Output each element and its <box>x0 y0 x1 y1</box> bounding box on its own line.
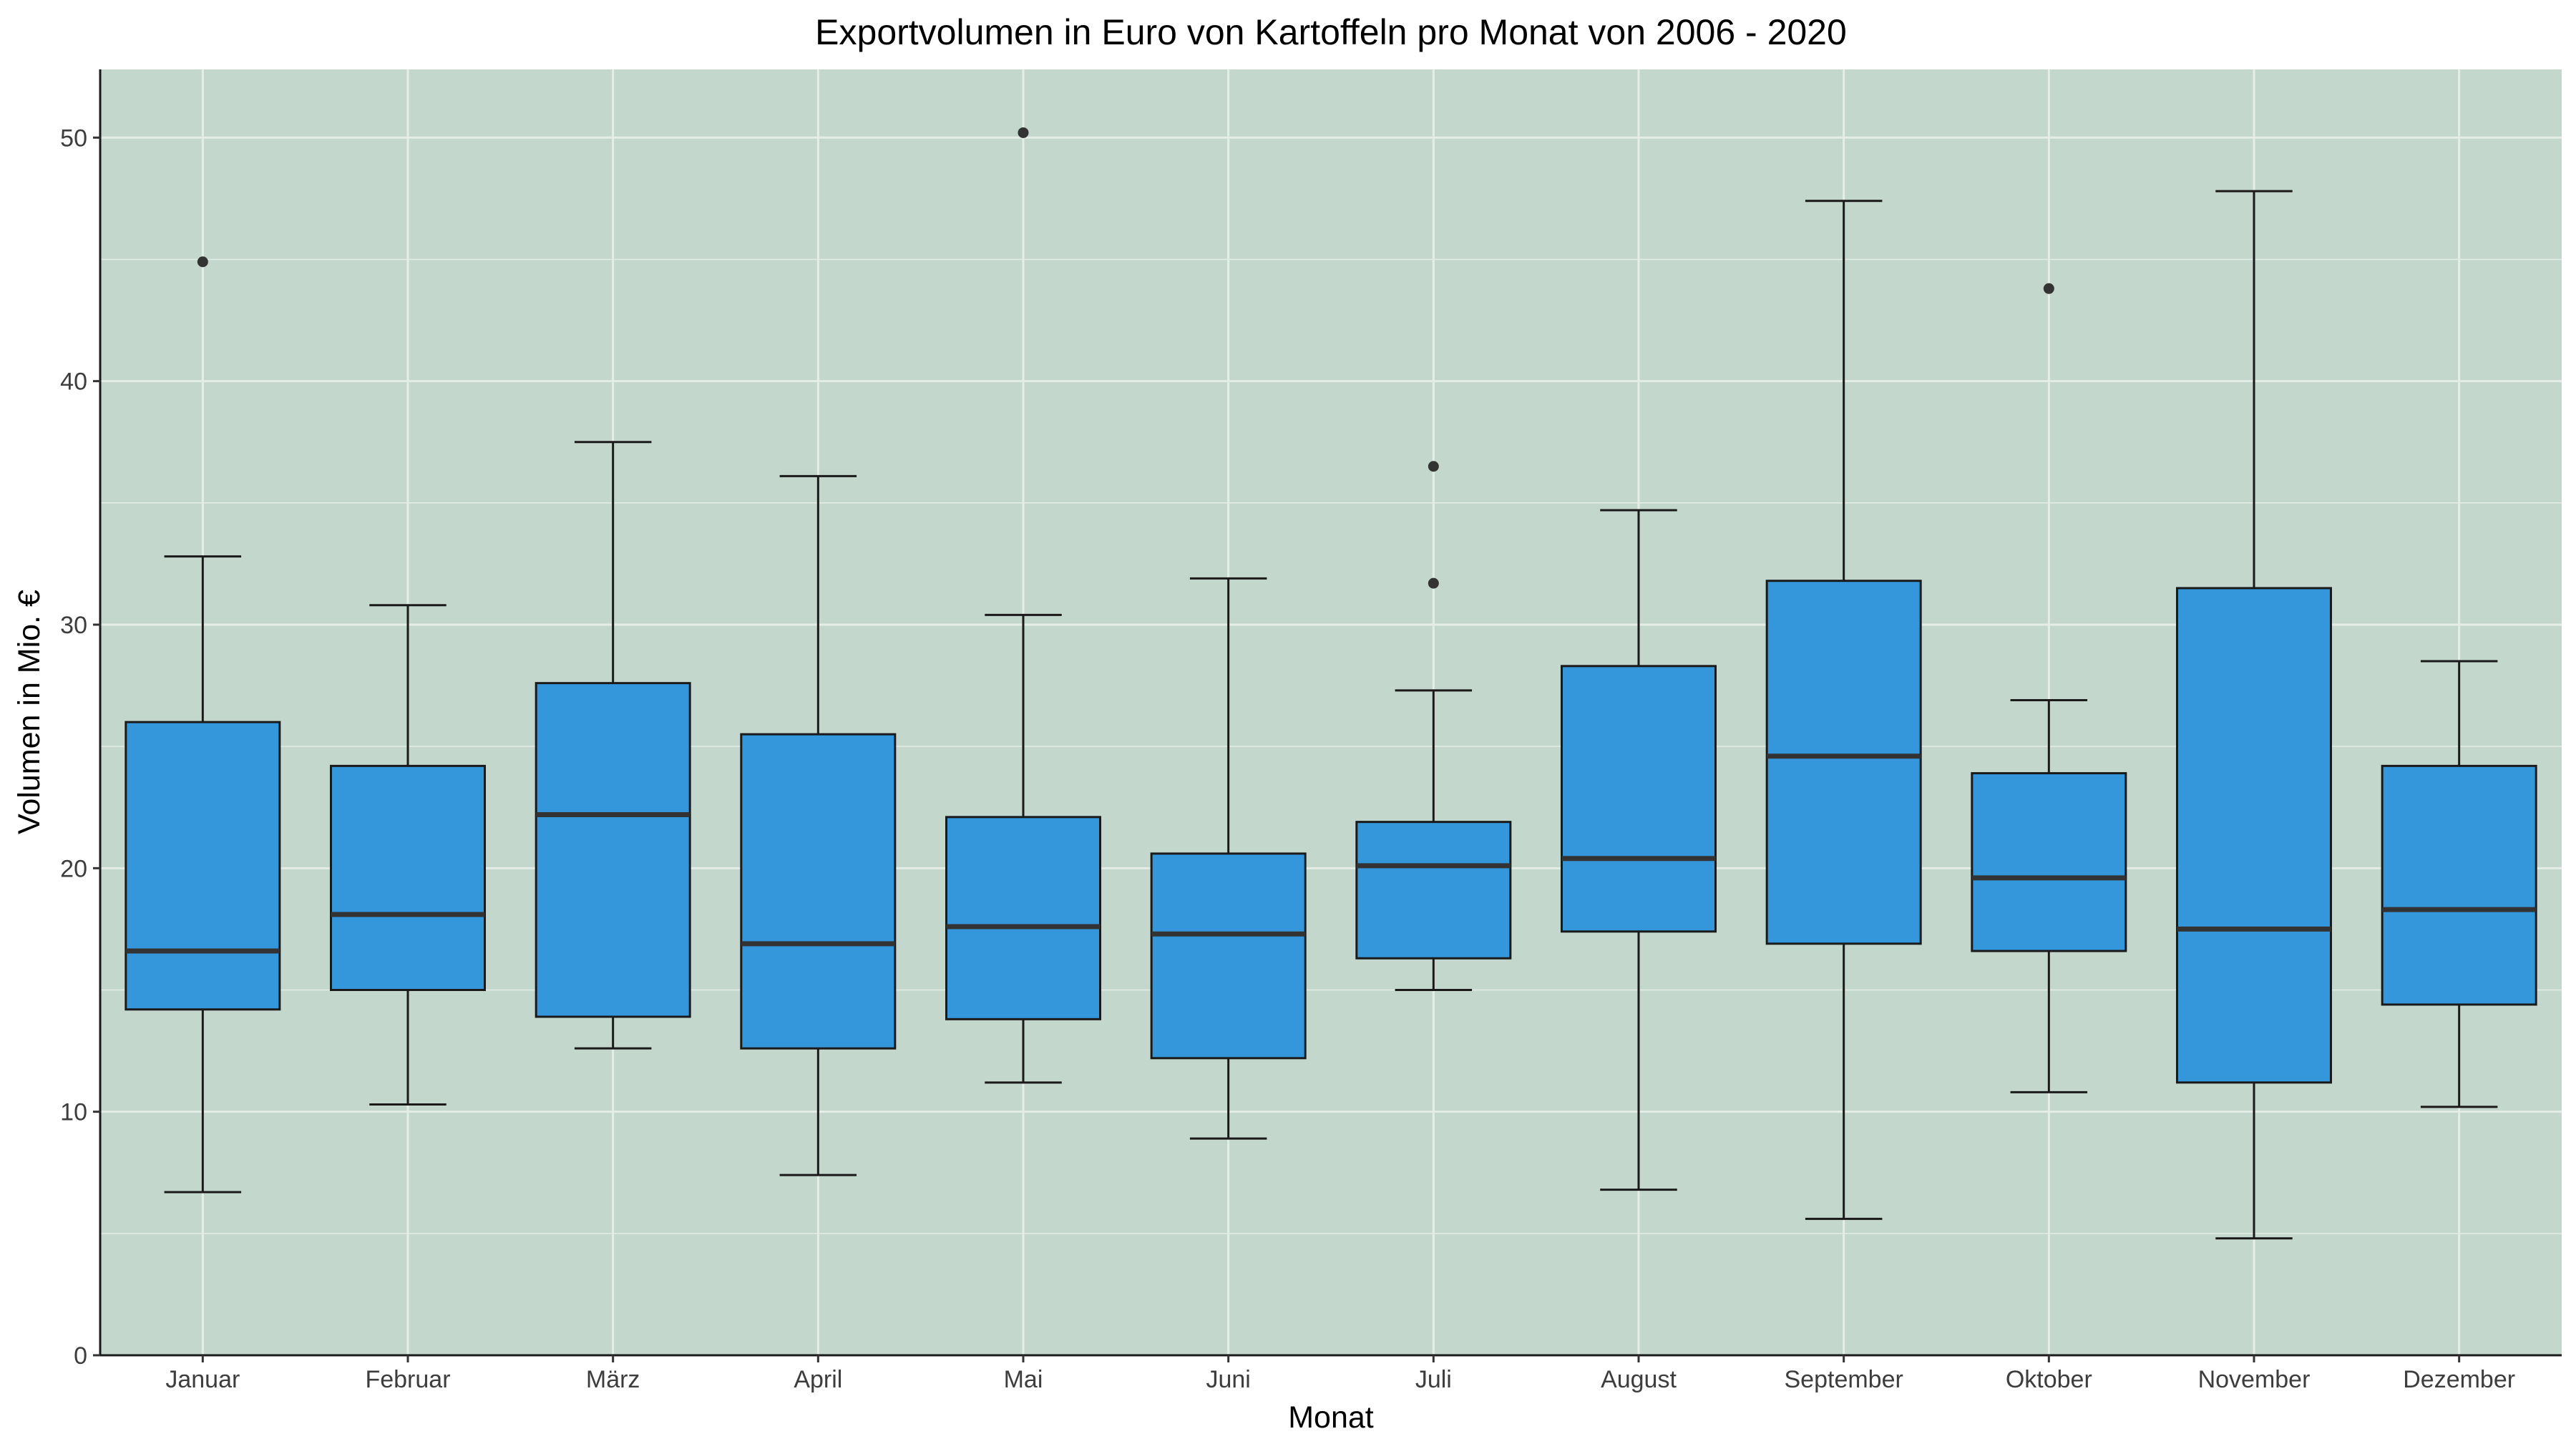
box-group <box>1765 200 1922 1220</box>
box-iqr <box>945 816 1101 1020</box>
outlier-point <box>197 256 208 268</box>
x-tick-label: Oktober <box>2006 1366 2092 1393</box>
box-iqr <box>2176 587 2332 1084</box>
x-tick-label: Februar <box>365 1366 450 1393</box>
box-iqr <box>1765 580 1922 945</box>
y-tick-layer: 0 10 20 30 40 50 <box>60 125 100 1370</box>
x-tick-label: April <box>794 1366 842 1393</box>
box-group <box>945 127 1101 1084</box>
chart-title: Exportvolumen in Euro von Kartoffeln pro… <box>815 12 1847 52</box>
box-group <box>1971 283 2127 1093</box>
box-iqr <box>125 721 281 1011</box>
box-iqr <box>535 682 691 1018</box>
y-axis-title: Volumen in Mio. € <box>12 590 47 834</box>
x-tick-label: August <box>1601 1366 1677 1393</box>
box-group <box>2176 190 2332 1240</box>
x-tick-label: Juni <box>1206 1366 1250 1393</box>
boxes-layer <box>125 127 2537 1240</box>
box-group <box>535 441 691 1050</box>
box-iqr <box>330 764 486 991</box>
x-tick-label: Juli <box>1415 1366 1452 1393</box>
x-tick-label: März <box>586 1366 640 1393</box>
minor-gridlines <box>100 258 2562 1234</box>
x-tick-label: Januar <box>165 1366 240 1393</box>
x-axis-title: Monat <box>1288 1400 1374 1435</box>
y-tick-label: 40 <box>60 369 87 396</box>
outlier-point <box>2043 283 2054 294</box>
box-iqr <box>1355 821 1512 960</box>
box-group <box>330 604 486 1106</box>
box-iqr <box>740 733 897 1050</box>
box-group <box>1561 509 1717 1191</box>
box-group <box>740 474 897 1176</box>
plot-panel <box>100 69 2562 1355</box>
x-tick-label: Mai <box>1004 1366 1043 1393</box>
outlier-point <box>1428 461 1439 472</box>
box-group <box>1150 577 1307 1140</box>
y-tick-label: 20 <box>60 855 87 882</box>
box-iqr <box>1150 852 1307 1060</box>
y-tick-label: 0 <box>74 1342 87 1370</box>
box-group <box>1355 461 1512 991</box>
y-tick-label: 10 <box>60 1099 87 1126</box>
x-tick-label: November <box>2198 1366 2311 1393</box>
box-iqr <box>1561 665 1717 933</box>
box-iqr <box>2381 764 2537 1006</box>
box-group <box>125 256 281 1194</box>
x-tick-label: Dezember <box>2403 1366 2515 1393</box>
box-group <box>2381 660 2537 1108</box>
outlier-point <box>1018 127 1029 138</box>
x-tick-label: September <box>1785 1366 1903 1393</box>
y-tick-label: 30 <box>60 612 87 639</box>
y-tick-label: 50 <box>60 125 87 152</box>
x-tick-layer: Januar Februar März April Mai Juni Juli August S… <box>165 1355 2515 1393</box>
box-iqr <box>1971 772 2127 952</box>
outlier-point <box>1428 577 1439 589</box>
